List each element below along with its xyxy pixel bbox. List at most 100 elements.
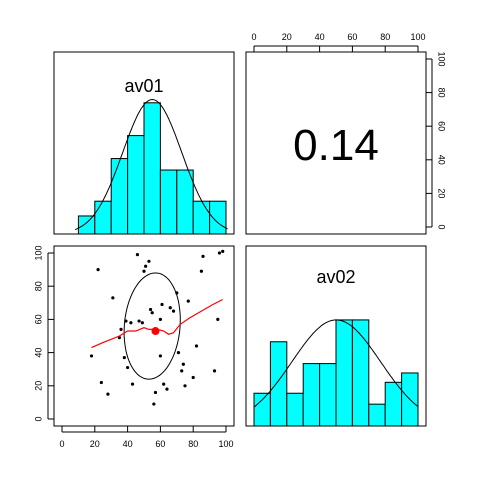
histogram-bar (368, 403, 386, 427)
histogram-panel-av02: av02 (245, 245, 427, 427)
scatter-point (153, 390, 158, 395)
scatter-point (142, 269, 146, 273)
scatter-point (158, 317, 162, 321)
axis-tick-label: 40 (437, 155, 447, 165)
scatter-point (199, 269, 203, 273)
density-curve-av01 (74, 98, 228, 231)
axis-tick-label: 60 (347, 32, 357, 42)
histogram-bars-av02 (253, 319, 419, 427)
scatter-point (89, 354, 94, 358)
scatter-point (201, 254, 205, 258)
axis-tick-label: 100 (33, 245, 43, 260)
scatter-point (99, 380, 103, 385)
scatter-point (168, 306, 172, 310)
axis-tick-label: 80 (437, 88, 447, 98)
histogram-bar (302, 363, 321, 427)
scatter-point (181, 362, 185, 366)
scatter-point (183, 384, 187, 388)
axis-tick-label: 0 (33, 416, 43, 421)
panel-frame-scatter (53, 245, 235, 427)
axis-tick-label: 20 (282, 32, 292, 42)
histogram-bars-av01 (77, 102, 227, 235)
histogram-bar (127, 135, 145, 235)
axis-tick-label: 0 (437, 224, 447, 229)
histogram-bar (192, 200, 211, 235)
density-curve-av02 (253, 319, 419, 408)
scatter-point (217, 251, 222, 255)
histogram-bar (94, 200, 112, 235)
axis-tick-label: 40 (123, 439, 133, 449)
scatter-point (135, 253, 140, 257)
axis-tick-label: 100 (437, 51, 447, 66)
scatter-point (137, 319, 141, 323)
scatter-point (158, 354, 162, 358)
scatter-point (124, 319, 128, 323)
histogram-bar (335, 319, 353, 427)
histogram-bar (269, 341, 288, 427)
scatter-point (186, 299, 190, 303)
axis-tick-label: 40 (33, 348, 43, 358)
axis-tick-label: 60 (155, 439, 165, 449)
scatter-point (111, 296, 115, 300)
histogram-panel-av01: av01 (53, 51, 235, 235)
scatter-point (175, 291, 179, 295)
axis-tick-label: 80 (380, 32, 390, 42)
top-x-axis: 0 20 40 60 80 100 (251, 32, 426, 52)
scatter-point (180, 369, 184, 373)
histogram-bar (384, 381, 403, 427)
scatter-point (147, 259, 151, 263)
scatter-point (165, 387, 169, 391)
axis-tick-label: 100 (218, 439, 233, 449)
variable-label-av02: av02 (316, 267, 355, 287)
histogram-bar (159, 169, 178, 235)
histogram-bar (77, 215, 96, 235)
histogram-bar (286, 392, 304, 427)
scatter-point (106, 392, 110, 396)
scatter-points (89, 249, 225, 406)
scatter-point (119, 327, 123, 331)
scatter-point (171, 309, 176, 313)
scatter-point (221, 249, 225, 253)
bottom-x-axis: 0 20 40 60 80 100 (59, 426, 234, 449)
centroid-point (151, 327, 160, 336)
correlation-value: 0.14 (293, 121, 379, 170)
histogram-bar (351, 319, 370, 427)
axis-tick-label: 0 (59, 439, 64, 449)
axis-tick-label: 0 (251, 32, 256, 42)
axis-tick-label: 100 (410, 32, 425, 42)
axis-tick-label: 40 (315, 32, 325, 42)
scatter-panel: 0 20 40 60 80 100 0 20 40 60 80 100 (33, 245, 235, 449)
histogram-bar (319, 363, 337, 427)
scatter-point (160, 302, 164, 307)
scatter-point (96, 268, 100, 272)
histogram-bar (143, 102, 161, 235)
axis-tick-label: 80 (33, 281, 43, 291)
scatter-point (191, 375, 195, 380)
scatter-point (176, 351, 181, 355)
correlation-panel: 0.14 0 20 40 60 80 100 0 20 40 60 80 100 (245, 32, 447, 235)
scatter-point (122, 355, 126, 360)
scatter-point (126, 365, 130, 370)
scatter-point (129, 321, 133, 325)
axis-tick-label: 20 (33, 381, 43, 391)
axis-tick-label: 20 (437, 188, 447, 198)
correlation-ellipse (123, 272, 181, 380)
axis-tick-label: 80 (188, 439, 198, 449)
variable-label-av01: av01 (124, 76, 163, 96)
scatter-point (152, 402, 156, 406)
axis-tick-label: 60 (437, 121, 447, 131)
scatter-point (148, 307, 153, 312)
left-y-axis: 0 20 40 60 80 100 (33, 245, 54, 422)
scatter-point (216, 317, 220, 321)
axis-tick-label: 20 (90, 439, 100, 449)
histogram-bar (253, 392, 271, 427)
scatter-point (130, 382, 135, 386)
histogram-bar (176, 169, 194, 235)
loess-smooth-line (91, 298, 223, 349)
scatter-point (212, 369, 217, 373)
histogram-bar (209, 200, 227, 235)
scatter-point (194, 344, 199, 348)
right-y-axis: 0 20 40 60 80 100 (426, 51, 447, 230)
axis-tick-label: 60 (33, 314, 43, 324)
